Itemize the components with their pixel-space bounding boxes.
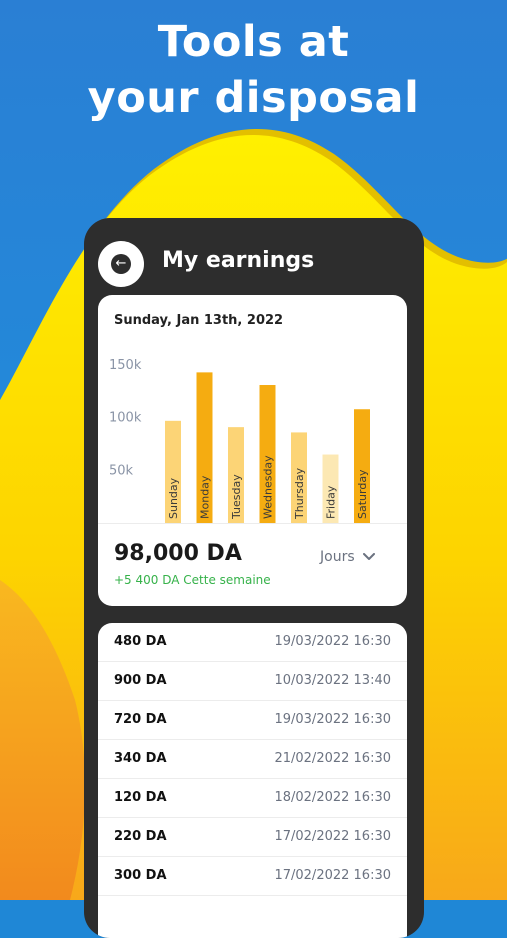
headline-line-1: Tools at [157,17,350,67]
transaction-date: 19/03/2022 16:30 [274,634,391,649]
page-title: My earnings [162,248,315,273]
transaction-amount: 220 DA [114,829,167,844]
transaction-row[interactable]: 120 DA 18/02/2022 16:30 [98,779,407,818]
bar-monday [196,372,213,523]
promo-headline: Tools at your disposal [0,14,507,126]
transaction-date: 10/03/2022 13:40 [274,673,391,688]
transaction-date: 17/02/2022 16:30 [274,868,391,883]
phone-screen: ← My earnings Sunday, Jan 13th, 2022 150… [84,218,424,938]
transaction-date: 21/02/2022 16:30 [274,751,391,766]
transactions-list: 480 DA 19/03/2022 16:30 900 DA 10/03/2022 1… [98,623,407,938]
transaction-date: 19/03/2022 16:30 [274,712,391,727]
y-tick-label: 50k [109,463,134,478]
bar-friday [322,454,339,523]
bar-thursday [291,432,307,523]
summary-date: Sunday, Jan 13th, 2022 [114,313,284,328]
transaction-amount: 120 DA [114,790,167,805]
period-select-value: Jours [320,549,355,565]
weekly-change: +5 400 DA Cette semaine [114,573,271,587]
bar-sunday [165,420,181,523]
y-tick-label: 150k [109,358,142,373]
bar-wednesday [259,385,276,523]
transaction-amount: 720 DA [114,712,167,727]
bar-saturday [354,409,370,523]
transaction-row[interactable]: 480 DA 19/03/2022 16:30 [98,623,407,662]
bar-label-tuesday: Tuesday [230,474,243,520]
transaction-row[interactable]: 220 DA 17/02/2022 16:30 [98,818,407,857]
transaction-date: 17/02/2022 16:30 [274,829,391,844]
transaction-row[interactable]: 720 DA 19/03/2022 16:30 [98,701,407,740]
bar-label-monday: Monday [199,475,212,519]
chevron-down-icon [362,553,375,560]
period-select[interactable]: Jours [320,549,375,565]
transaction-amount: 900 DA [114,673,167,688]
transaction-row[interactable]: 340 DA 21/02/2022 16:30 [98,740,407,779]
transaction-row[interactable]: 300 DA 17/02/2022 16:30 [98,857,407,896]
headline-line-2: your disposal [87,73,420,123]
total-earnings: 98,000 DA [114,541,242,566]
bar-tuesday [228,427,244,523]
earnings-card: Sunday, Jan 13th, 2022 150k 100k 50k Sunday… [98,295,407,606]
y-tick-label: 100k [109,411,142,426]
bar-label-saturday: Saturday [356,469,369,519]
arrow-left-icon: ← [111,254,131,274]
bar-label-thursday: Thursday [293,467,306,520]
bar-label-friday: Friday [325,485,338,519]
transaction-amount: 300 DA [114,868,167,883]
transaction-row[interactable]: 900 DA 10/03/2022 13:40 [98,662,407,701]
bar-label-sunday: Sunday [167,477,180,519]
transaction-date: 18/02/2022 16:30 [274,790,391,805]
bar-label-wednesday: Wednesday [262,455,275,519]
back-button[interactable]: ← [98,241,144,287]
transaction-amount: 480 DA [114,634,167,649]
card-divider [98,523,407,524]
transaction-amount: 340 DA [114,751,167,766]
earnings-bar-chart: 150k 100k 50k Sunday Monday Tuesday Wednesday T… [109,358,370,523]
